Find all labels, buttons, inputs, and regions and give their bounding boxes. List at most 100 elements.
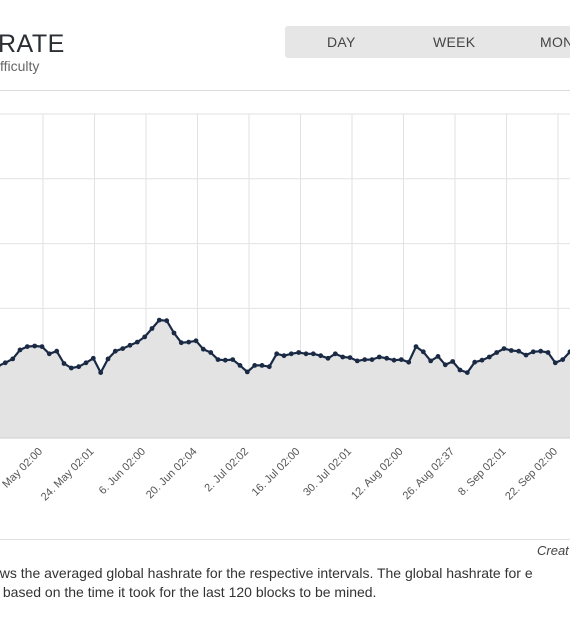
data-point xyxy=(230,357,236,362)
data-point xyxy=(494,350,500,355)
data-point xyxy=(442,362,448,368)
data-point xyxy=(156,317,162,323)
data-point xyxy=(354,358,360,364)
x-tick-label: 30. Jul 02:01 xyxy=(301,446,354,499)
data-point xyxy=(318,353,324,359)
data-point xyxy=(134,339,140,345)
data-point xyxy=(303,351,309,357)
data-point xyxy=(457,367,463,373)
range-month-button[interactable]: MON xyxy=(540,34,570,50)
data-point xyxy=(398,357,404,362)
range-week-button[interactable]: WEEK xyxy=(433,34,476,50)
data-point xyxy=(516,348,522,354)
description-line-2: s based on the time it took for the last… xyxy=(0,584,377,600)
data-point xyxy=(530,349,536,355)
data-point xyxy=(523,352,529,358)
x-tick-label: 16. Jul 02:00 xyxy=(250,446,303,499)
data-point xyxy=(259,363,265,368)
data-point xyxy=(237,363,243,368)
chart-description: ows the averaged global hashrate for the… xyxy=(0,564,570,602)
data-point xyxy=(90,355,96,361)
description-line-1: ows the averaged global hashrate for the… xyxy=(0,565,533,581)
data-point xyxy=(472,359,478,365)
x-tick-label: 6. Jun 02:00 xyxy=(97,446,148,497)
data-point xyxy=(428,358,434,364)
data-point xyxy=(215,357,221,362)
data-point xyxy=(325,355,331,361)
data-point xyxy=(274,351,280,357)
data-point xyxy=(384,355,390,361)
data-point xyxy=(376,354,382,360)
data-point xyxy=(310,351,316,357)
data-point xyxy=(61,361,67,366)
data-point xyxy=(567,349,570,355)
data-point xyxy=(24,344,30,349)
header-divider xyxy=(0,90,570,91)
x-tick-label: 8. Sep 02:01 xyxy=(456,446,509,499)
range-day-button[interactable]: DAY xyxy=(327,34,356,50)
data-point xyxy=(83,360,89,366)
data-point xyxy=(340,354,346,360)
data-point xyxy=(32,343,38,349)
data-point xyxy=(508,348,514,353)
x-tick-label: 24. May 02:01 xyxy=(39,446,97,504)
data-point xyxy=(464,370,470,375)
data-point xyxy=(186,339,192,345)
x-tick-label: 12. Aug 02:00 xyxy=(349,446,406,503)
x-tick-label: 2. Jul 02:02 xyxy=(202,446,251,495)
data-point xyxy=(112,348,118,354)
data-point xyxy=(208,350,214,355)
chart-credit: Creat xyxy=(537,543,569,558)
data-point xyxy=(369,357,375,362)
data-point xyxy=(362,357,368,362)
data-point xyxy=(76,364,82,370)
data-point xyxy=(413,344,419,349)
data-point xyxy=(98,370,104,375)
data-point xyxy=(244,369,250,375)
data-point xyxy=(105,356,111,362)
page-subtitle: fficulty xyxy=(0,58,40,74)
range-selector: DAY WEEK MON xyxy=(285,26,570,58)
x-tick-label: 20. Jun 02:04 xyxy=(144,446,200,502)
data-point xyxy=(171,330,177,336)
data-point xyxy=(222,357,228,363)
data-point xyxy=(435,354,441,359)
data-point xyxy=(252,363,258,368)
data-point xyxy=(142,334,148,340)
footer-divider xyxy=(0,539,570,540)
x-tick-label: 22. Sep 02:00 xyxy=(503,446,560,503)
data-point xyxy=(560,357,566,362)
data-point xyxy=(17,347,23,353)
data-point xyxy=(127,342,133,348)
x-tick-label: May 02:00 xyxy=(0,446,45,491)
data-point xyxy=(552,360,558,366)
data-point xyxy=(479,357,485,363)
data-point xyxy=(120,346,126,351)
series-area xyxy=(0,320,570,438)
data-point xyxy=(266,364,272,370)
data-point xyxy=(406,359,412,365)
page-title: RATE xyxy=(0,30,65,58)
data-point xyxy=(450,359,456,364)
data-point xyxy=(545,350,551,355)
data-point xyxy=(332,351,338,357)
data-point xyxy=(164,318,170,324)
data-point xyxy=(2,360,8,366)
data-point xyxy=(39,344,45,349)
data-point xyxy=(149,326,155,331)
data-point xyxy=(288,351,294,357)
data-point xyxy=(391,357,397,363)
data-point xyxy=(486,354,492,360)
data-point xyxy=(54,348,60,354)
data-point xyxy=(281,353,287,359)
data-point xyxy=(296,350,302,355)
data-point xyxy=(200,346,206,352)
data-point xyxy=(501,346,507,351)
data-point xyxy=(68,365,74,371)
x-tick-label: 26. Aug 02:37 xyxy=(401,446,458,503)
data-point xyxy=(193,338,199,344)
data-point xyxy=(178,340,184,346)
data-point xyxy=(46,351,52,357)
data-point xyxy=(347,355,353,360)
